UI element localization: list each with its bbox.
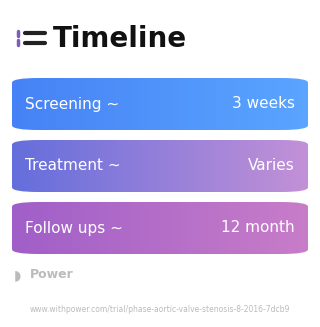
Text: 3 weeks: 3 weeks [232, 96, 295, 112]
Text: Screening ~: Screening ~ [25, 96, 119, 112]
Text: Timeline: Timeline [53, 25, 187, 53]
Text: Follow ups ~: Follow ups ~ [25, 220, 123, 235]
Text: 12 month: 12 month [221, 220, 295, 235]
Text: Varies: Varies [248, 159, 295, 174]
Text: www.withpower.com/trial/phase-aortic-valve-stenosis-8-2016-7dcb9: www.withpower.com/trial/phase-aortic-val… [30, 305, 290, 315]
Text: Treatment ~: Treatment ~ [25, 159, 121, 174]
Text: Power: Power [30, 268, 74, 282]
Text: ◗: ◗ [14, 268, 21, 282]
